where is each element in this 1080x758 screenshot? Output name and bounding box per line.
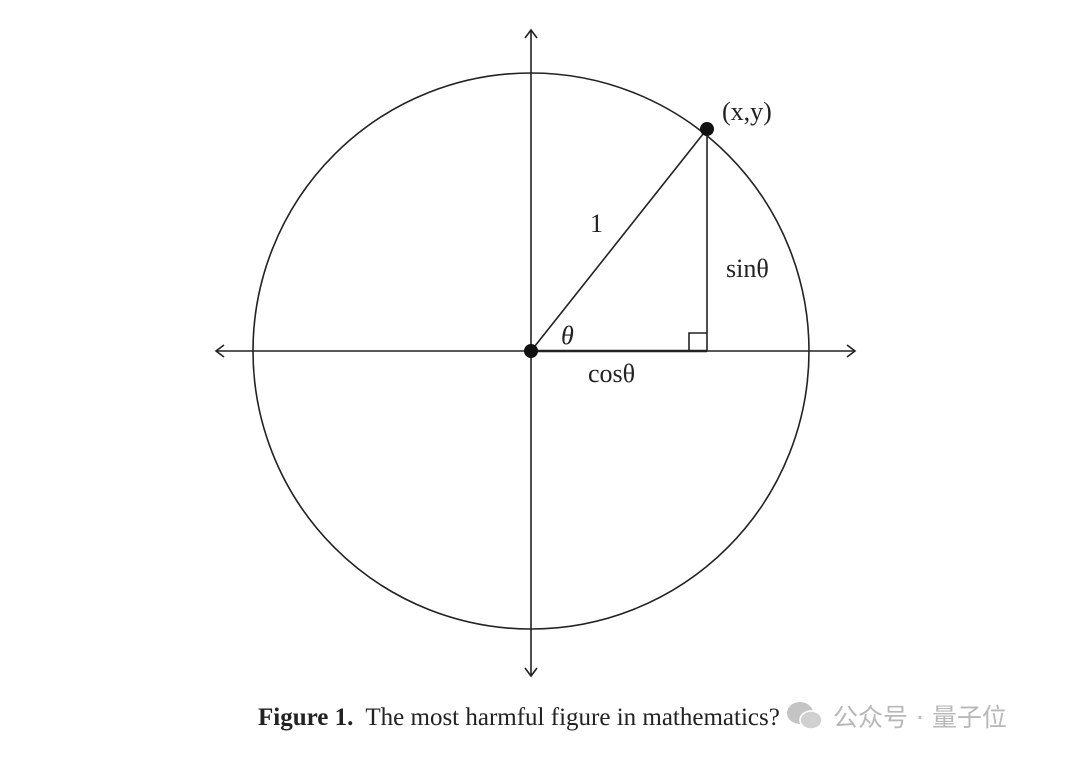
point-label: (x,y) <box>722 97 772 126</box>
wechat-icon <box>787 702 823 730</box>
origin-point <box>524 344 538 358</box>
watermark: 公众号 · 量子位 <box>785 698 1007 734</box>
radius-line <box>530 128 708 352</box>
y-axis-bottom-arrow <box>524 667 538 678</box>
x-axis-right-arrow <box>846 344 857 358</box>
point-xy <box>700 122 714 136</box>
caption-text: The most harmful figure in mathematics? <box>365 704 780 731</box>
sine-label: sinθ <box>726 254 769 283</box>
cosine-label: cosθ <box>588 359 635 388</box>
watermark-text: 公众号 · 量子位 <box>833 703 1007 732</box>
figure-caption: Figure 1. The most harmful figure in math… <box>258 704 780 732</box>
angle-label: θ <box>561 321 574 350</box>
right-angle-marker <box>688 332 707 351</box>
hypotenuse-label: 1 <box>590 209 603 238</box>
y-axis-top-arrow <box>524 28 538 39</box>
x-axis-left-arrow <box>214 344 225 358</box>
figure-number: Figure 1. <box>258 704 354 731</box>
